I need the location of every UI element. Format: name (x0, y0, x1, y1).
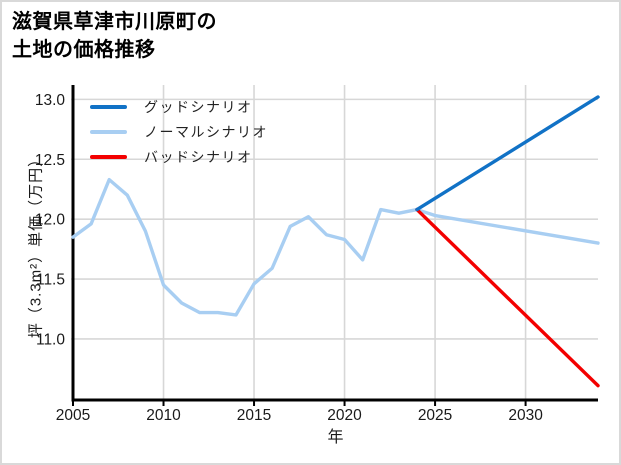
x-tick-label: 2030 (508, 407, 543, 424)
series-line-bad (415, 207, 600, 388)
series-line-normal (71, 177, 600, 317)
legend-swatch-normal-scenario (90, 129, 127, 134)
legend-item-bad-scenario: バッドシナリオ (90, 144, 268, 169)
legend-label-normal-scenario: ノーマルシナリオ (144, 123, 268, 140)
legend-label-bad-scenario: バッドシナリオ (144, 148, 253, 165)
x-tick-label: 2025 (418, 407, 452, 424)
chart-title: 滋賀県草津市川原町の 土地の価格推移 (12, 8, 217, 64)
y-tick-label: 12.5 (35, 152, 65, 169)
y-tick-label: 12.0 (35, 212, 66, 229)
legend-swatch-good-scenario (90, 104, 127, 109)
x-tick-label: 2015 (237, 407, 271, 424)
legend: グッドシナリオ ノーマルシナリオ バッドシナリオ (90, 94, 268, 169)
x-tick-label: 2005 (56, 407, 90, 424)
legend-item-good-scenario: グッドシナリオ (90, 94, 268, 119)
legend-swatch-bad-scenario (90, 154, 127, 159)
series-line-good (415, 95, 600, 212)
chart-title-line2: 土地の価格推移 (12, 39, 156, 61)
y-tick-label: 13.0 (35, 92, 66, 109)
x-axis-label: 年 (327, 429, 344, 446)
legend-item-normal-scenario: ノーマルシナリオ (90, 119, 268, 144)
x-tick-label: 2020 (327, 407, 362, 424)
y-axis-label: 坪（3.3m²）単価（万円） (27, 150, 45, 339)
y-tick-label: 11.5 (36, 272, 65, 289)
chart-title-line1: 滋賀県草津市川原町の (12, 11, 217, 33)
legend-label-good-scenario: グッドシナリオ (144, 98, 253, 115)
x-tick-label: 2010 (146, 407, 181, 424)
y-tick-label: 11.0 (36, 331, 65, 348)
